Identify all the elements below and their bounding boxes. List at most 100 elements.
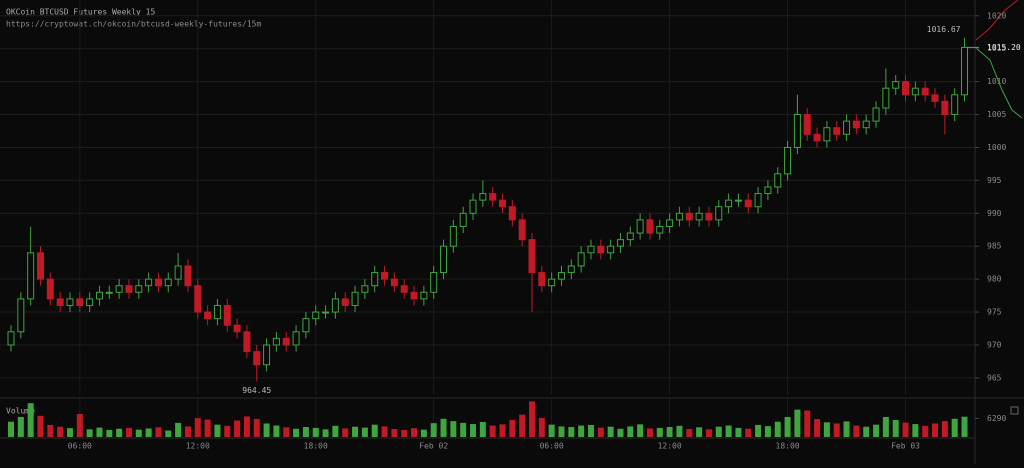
candle-body [626,232,634,241]
chart-title: OKCoin BTCUSD Futures Weekly 15 [6,8,155,17]
y-tick-label: 990 [987,209,1002,218]
volume-bar [214,424,221,437]
volume-bar [352,426,359,437]
volume-bar [912,424,919,437]
candle-body [607,245,615,254]
candle-body [548,278,556,287]
volume-bar [106,429,113,437]
volume-bar [234,420,241,437]
volume-bar [617,428,624,437]
candle-body [204,311,212,320]
candle-body [263,344,271,366]
candle-body [587,245,595,254]
candle-body [46,278,54,300]
candle-body [282,337,290,346]
last-price-label: 1015.20 [987,43,1021,52]
volume-bar [440,418,447,437]
volume-bar [548,424,555,437]
candle-body [390,278,398,287]
candle-body [36,252,44,280]
volume-bar [430,423,437,437]
candle-body [764,186,772,195]
candle-body [557,272,565,280]
volume-bar [873,424,880,437]
volume-bar [401,429,408,437]
depth-bids [975,47,1023,119]
y-tick-label: 1005 [987,110,1006,119]
volume-bar [116,428,123,437]
volume-bar [646,428,653,437]
volume-bar [460,422,467,437]
candle-body [400,285,408,293]
candle-body [479,193,487,201]
volume-bar [755,424,762,437]
volume-bar [941,421,948,437]
volume-bar [725,425,732,437]
candle-body [410,291,418,300]
volume-bar [479,422,486,437]
volume-bar [371,424,378,437]
x-tick-label: 18:00 [304,442,328,451]
volume-bar [676,425,683,437]
volume-bar [450,421,457,437]
volume-bar [902,422,909,437]
candle-body [86,298,94,306]
volume-bar [666,427,673,437]
candle-body [813,133,821,142]
volume-bar [273,425,280,437]
candle-body [105,291,113,294]
candle-body [351,291,359,306]
candle-body [725,199,733,208]
volume-bar [823,422,830,437]
candle-body [154,278,162,287]
y-tick-label: 985 [987,242,1002,251]
candle-body [951,94,959,116]
candle-body [449,225,457,247]
volume-bar [735,427,742,437]
volume-bar [922,425,929,437]
volume-bar [814,419,821,437]
x-tick-label: 06:00 [540,442,564,451]
volume-bar [696,427,703,437]
volume-bar [293,428,300,437]
candle-body [754,193,762,208]
x-tick-label: 18:00 [776,442,800,451]
candle-body [469,199,477,214]
close-pane-button[interactable] [1010,406,1019,415]
candle-body [567,265,575,274]
candle-body [27,252,35,300]
volume-bar [784,417,791,437]
volume-bar [194,418,201,437]
x-tick-label: 12:00 [658,442,682,451]
candle-body [941,100,949,116]
candle-body [852,120,860,129]
volume-bar [342,428,349,437]
volume-bar [538,417,545,437]
candle-body [145,278,153,287]
volume-bar [519,414,526,437]
volume-bar [932,423,939,437]
volume-bar [263,423,270,437]
volume-bar [568,427,575,437]
candle-body [715,206,723,221]
candle-body [616,239,624,247]
volume-bar [391,429,398,437]
volume-bar [607,426,614,437]
candle-body [528,239,536,274]
candle-body [646,219,654,234]
candle-body [705,212,713,221]
candle-body [76,298,84,306]
y-tick-label: 975 [987,308,1002,317]
candle-body [882,87,890,109]
chart-subtitle: https://cryptowat.ch/okcoin/btcusd-weekl… [6,20,261,29]
candle-body [656,225,664,234]
volume-bar [597,427,604,437]
candle-body [685,212,693,221]
y-tick-label: 1010 [987,77,1006,86]
candle-body [675,212,683,221]
depth-asks [975,0,1019,41]
volume-bar [322,429,329,437]
volume-bar [332,425,339,437]
volume-bar [499,424,506,437]
volume-bar [76,414,83,437]
